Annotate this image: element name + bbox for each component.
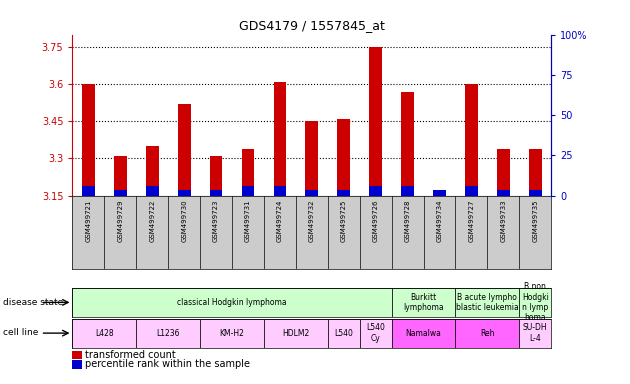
Text: classical Hodgkin lymphoma: classical Hodgkin lymphoma xyxy=(177,298,287,307)
Text: GSM499734: GSM499734 xyxy=(437,199,442,242)
Title: GDS4179 / 1557845_at: GDS4179 / 1557845_at xyxy=(239,19,385,32)
Bar xyxy=(433,190,446,195)
Bar xyxy=(114,190,127,195)
Bar xyxy=(72,288,392,317)
Bar xyxy=(136,319,200,348)
Text: percentile rank within the sample: percentile rank within the sample xyxy=(85,359,250,369)
Text: Burkitt
lymphoma: Burkitt lymphoma xyxy=(403,293,444,312)
Bar xyxy=(529,149,542,195)
Text: HDLM2: HDLM2 xyxy=(282,329,309,338)
Text: GSM499729: GSM499729 xyxy=(117,199,123,242)
Text: GSM499726: GSM499726 xyxy=(373,199,379,242)
Text: GSM499721: GSM499721 xyxy=(86,199,91,242)
Text: SU-DH
L-4: SU-DH L-4 xyxy=(523,323,547,343)
Bar xyxy=(200,319,264,348)
Bar xyxy=(455,319,519,348)
Bar xyxy=(306,190,318,195)
Bar xyxy=(338,190,350,195)
Bar xyxy=(114,156,127,195)
Text: GSM499735: GSM499735 xyxy=(532,199,538,242)
Bar xyxy=(497,149,510,195)
Bar xyxy=(273,82,286,195)
Bar xyxy=(72,319,136,348)
Bar xyxy=(401,186,414,195)
Bar xyxy=(242,149,255,195)
Bar xyxy=(369,186,382,195)
Bar xyxy=(178,104,190,195)
Bar xyxy=(338,119,350,195)
Bar xyxy=(519,319,551,348)
Bar xyxy=(455,288,519,317)
Bar xyxy=(146,186,159,195)
Text: L1236: L1236 xyxy=(156,329,180,338)
Bar xyxy=(401,91,414,195)
Text: GSM499723: GSM499723 xyxy=(213,199,219,242)
Bar xyxy=(210,156,222,195)
Text: Reh: Reh xyxy=(480,329,495,338)
Bar xyxy=(264,319,328,348)
Bar xyxy=(369,47,382,195)
Text: cell line: cell line xyxy=(3,328,38,338)
Bar xyxy=(273,186,286,195)
Text: transformed count: transformed count xyxy=(85,350,176,360)
Bar xyxy=(82,186,94,195)
Text: GSM499727: GSM499727 xyxy=(469,199,474,242)
Bar xyxy=(465,84,478,195)
Bar xyxy=(360,319,392,348)
Text: GSM499728: GSM499728 xyxy=(404,199,411,242)
Bar xyxy=(82,84,94,195)
Text: GSM499733: GSM499733 xyxy=(500,199,507,242)
Bar xyxy=(392,288,455,317)
Text: B non
Hodgki
n lymp
homa: B non Hodgki n lymp homa xyxy=(522,282,549,323)
Text: L540
Cy: L540 Cy xyxy=(366,323,385,343)
Text: disease state: disease state xyxy=(3,298,64,307)
Bar xyxy=(146,146,159,195)
Text: Namalwa: Namalwa xyxy=(406,329,442,338)
Text: GSM499732: GSM499732 xyxy=(309,199,315,242)
Text: B acute lympho
blastic leukemia: B acute lympho blastic leukemia xyxy=(456,293,518,312)
Bar xyxy=(433,193,446,195)
Bar xyxy=(497,190,510,195)
Bar xyxy=(465,186,478,195)
Bar xyxy=(529,190,542,195)
Text: GSM499730: GSM499730 xyxy=(181,199,187,242)
Text: GSM499722: GSM499722 xyxy=(149,199,155,242)
Text: L540: L540 xyxy=(335,329,353,338)
Text: GSM499724: GSM499724 xyxy=(277,199,283,242)
Bar xyxy=(242,186,255,195)
Bar xyxy=(178,190,190,195)
Text: GSM499731: GSM499731 xyxy=(245,199,251,242)
Text: KM-H2: KM-H2 xyxy=(220,329,244,338)
Bar xyxy=(306,121,318,195)
Bar xyxy=(519,288,551,317)
Text: GSM499725: GSM499725 xyxy=(341,199,347,242)
Text: L428: L428 xyxy=(95,329,113,338)
Bar xyxy=(210,190,222,195)
Bar xyxy=(328,319,360,348)
Bar xyxy=(392,319,455,348)
